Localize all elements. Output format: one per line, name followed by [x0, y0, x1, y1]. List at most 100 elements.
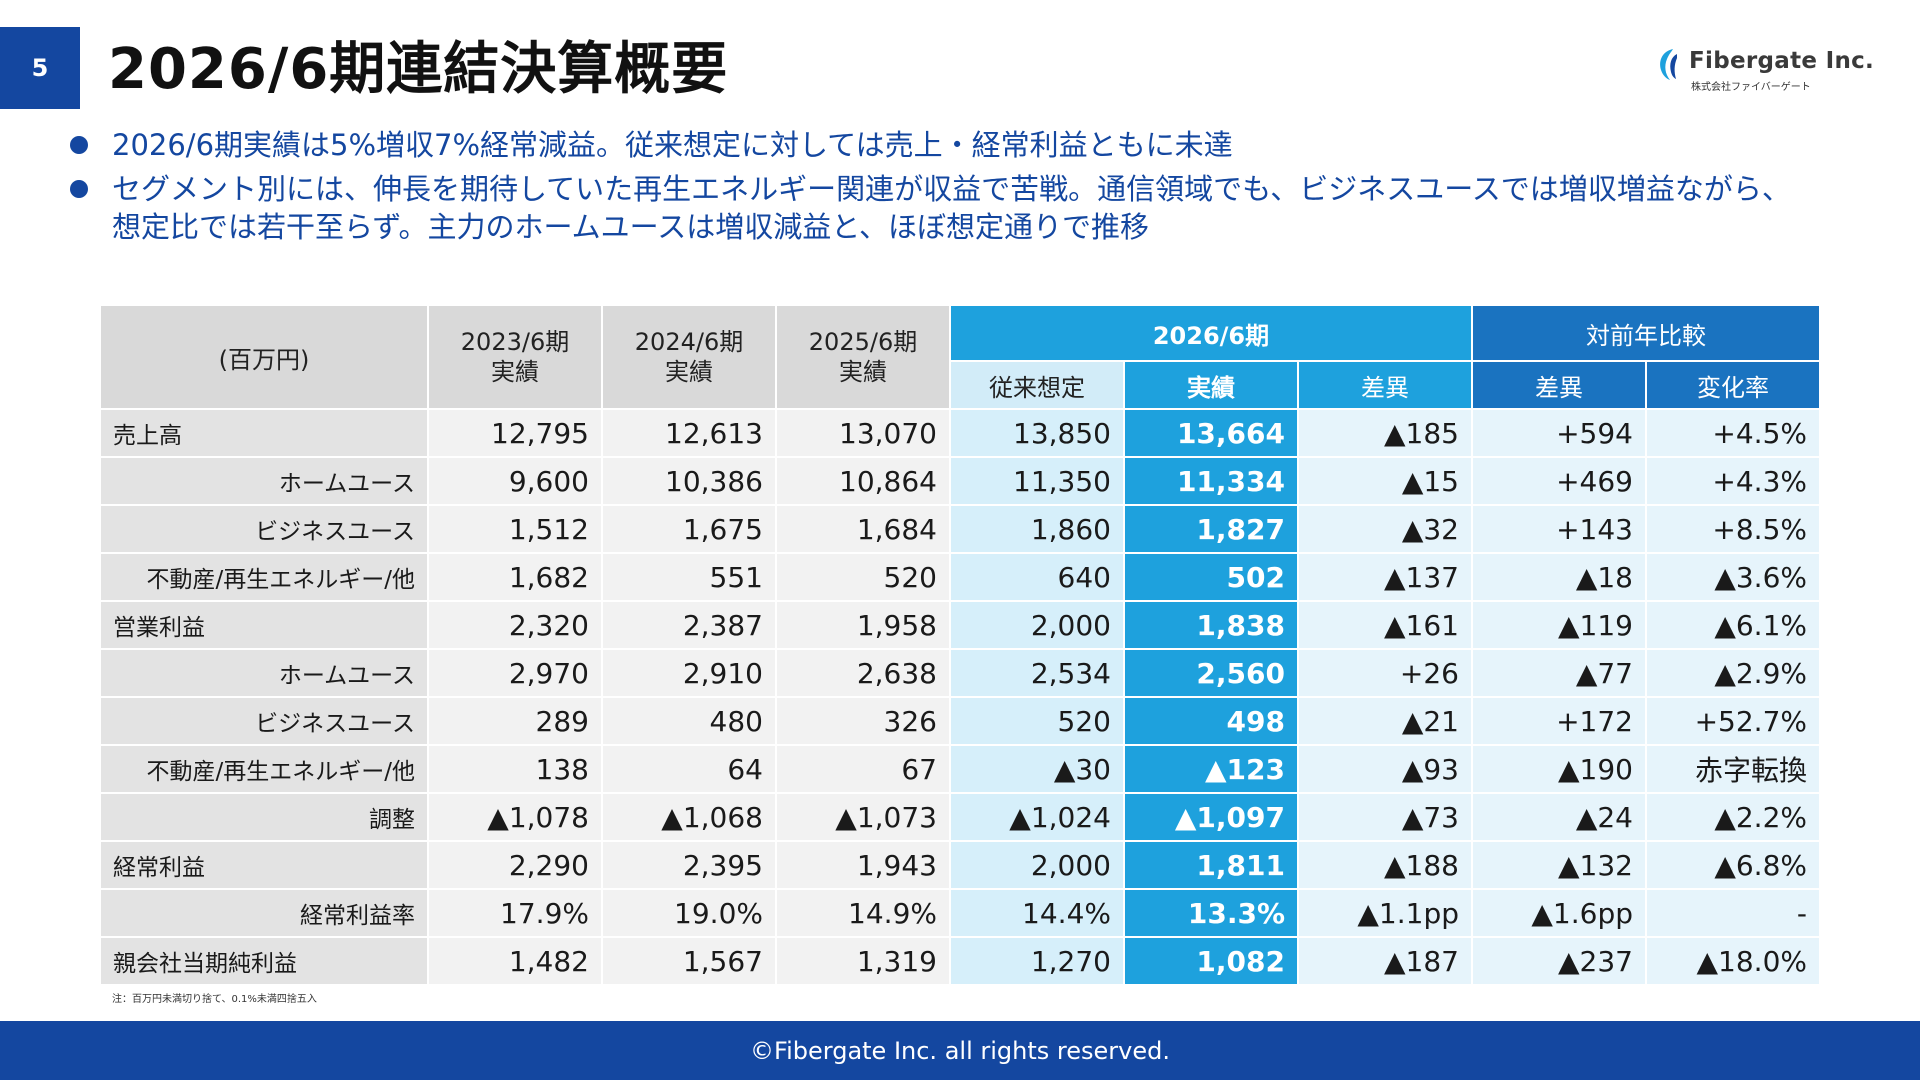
cell-diff: ▲187: [1299, 938, 1471, 984]
header-actual: 実績: [1125, 362, 1297, 408]
cell-yoy-rate: ▲2.9%: [1647, 650, 1819, 696]
cell-yoy-diff: ▲77: [1473, 650, 1645, 696]
cell-2025: 1,958: [777, 602, 949, 648]
row-label: 不動産/再生エネルギー/他: [101, 746, 427, 792]
bullet-text: 2026/6期実績は5%増収7%経常減益。従来想定に対しては売上・経常利益ともに…: [112, 128, 1233, 162]
cell-yoy-rate: +4.3%: [1647, 458, 1819, 504]
table-row: 不動産/再生エネルギー/他 138 64 67 ▲30 ▲123 ▲93 ▲190 赤字転換: [101, 746, 1819, 792]
header-kind: 実績: [665, 358, 713, 386]
cell-plan: 14.4%: [951, 890, 1123, 936]
cell-yoy-rate: ▲3.6%: [1647, 554, 1819, 600]
cell-2024: 10,386: [603, 458, 775, 504]
cell-2023: 12,795: [429, 410, 601, 456]
cell-yoy-diff: +594: [1473, 410, 1645, 456]
cell-plan: ▲30: [951, 746, 1123, 792]
table-row: 調整 ▲1,078 ▲1,068 ▲1,073 ▲1,024 ▲1,097 ▲73 ▲24 ▲2…: [101, 794, 1819, 840]
cell-plan: 640: [951, 554, 1123, 600]
bullet-item: セグメント別には、伸長を期待していた再生エネルギー関連が収益で苦戦。通信領域でも…: [70, 170, 1810, 246]
cell-actual: ▲1,097: [1125, 794, 1297, 840]
cell-diff: ▲93: [1299, 746, 1471, 792]
row-label: ビジネスユース: [101, 698, 427, 744]
cell-2024: 12,613: [603, 410, 775, 456]
cell-actual: 1,838: [1125, 602, 1297, 648]
cell-yoy-diff: ▲24: [1473, 794, 1645, 840]
header-yoy-rate: 変化率: [1647, 362, 1819, 408]
cell-2024: 2,395: [603, 842, 775, 888]
cell-2023: 138: [429, 746, 601, 792]
cell-2024: ▲1,068: [603, 794, 775, 840]
cell-diff: ▲32: [1299, 506, 1471, 552]
consolidated-results-table: (百万円) 2023/6期 実績 2024/6期 実績 2025/6期 実績 2…: [99, 304, 1821, 986]
cell-2025: 1,319: [777, 938, 949, 984]
header-diff: 差異: [1299, 362, 1471, 408]
cell-actual: 2,560: [1125, 650, 1297, 696]
header-kind: 実績: [491, 358, 539, 386]
cell-diff: ▲73: [1299, 794, 1471, 840]
cell-2025: 67: [777, 746, 949, 792]
table-body: 売上高 12,795 12,613 13,070 13,850 13,664 ▲185 +59…: [101, 410, 1819, 984]
cell-2023: 9,600: [429, 458, 601, 504]
cell-yoy-rate: ▲6.8%: [1647, 842, 1819, 888]
table-row: 親会社当期純利益 1,482 1,567 1,319 1,270 1,082 ▲187 ▲23…: [101, 938, 1819, 984]
cell-yoy-diff: ▲119: [1473, 602, 1645, 648]
cell-2023: 2,290: [429, 842, 601, 888]
cell-2024: 19.0%: [603, 890, 775, 936]
table-row: 経常利益率 17.9% 19.0% 14.9% 14.4% 13.3% ▲1.1pp ▲1.6…: [101, 890, 1819, 936]
row-label: 調整: [101, 794, 427, 840]
logo-subtitle: 株式会社ファイバーゲート: [1691, 82, 1811, 93]
cell-diff: ▲15: [1299, 458, 1471, 504]
table-row: ホームユース 2,970 2,910 2,638 2,534 2,560 +26 ▲77 ▲2.…: [101, 650, 1819, 696]
logo-wordmark: Fibergate Inc.: [1689, 48, 1875, 74]
page-number: 5: [31, 54, 49, 82]
header-2024: 2024/6期 実績: [603, 306, 775, 408]
cell-2024: 480: [603, 698, 775, 744]
cell-yoy-diff: +143: [1473, 506, 1645, 552]
cell-2023: 1,682: [429, 554, 601, 600]
header-yoy-diff: 差異: [1473, 362, 1645, 408]
cell-2025: 520: [777, 554, 949, 600]
cell-2023: 289: [429, 698, 601, 744]
header-period: 2023/6期: [460, 328, 570, 356]
footer-bar: ©Fibergate Inc. all rights reserved.: [0, 1021, 1920, 1080]
cell-yoy-rate: +8.5%: [1647, 506, 1819, 552]
cell-diff: ▲161: [1299, 602, 1471, 648]
cell-actual: 11,334: [1125, 458, 1297, 504]
cell-2023: 1,512: [429, 506, 601, 552]
table-row: 経常利益 2,290 2,395 1,943 2,000 1,811 ▲188 ▲132 ▲6.…: [101, 842, 1819, 888]
cell-diff: ▲188: [1299, 842, 1471, 888]
cell-2025: 1,943: [777, 842, 949, 888]
cell-2025: ▲1,073: [777, 794, 949, 840]
cell-yoy-rate: +52.7%: [1647, 698, 1819, 744]
row-label: 営業利益: [101, 602, 427, 648]
table-row: ホームユース 9,600 10,386 10,864 11,350 11,334 ▲15 +4…: [101, 458, 1819, 504]
cell-actual: 13,664: [1125, 410, 1297, 456]
header-2025: 2025/6期 実績: [777, 306, 949, 408]
cell-2024: 2,910: [603, 650, 775, 696]
bullet-item: 2026/6期実績は5%増収7%経常減益。従来想定に対しては売上・経常利益ともに…: [70, 126, 1810, 164]
row-label: 経常利益率: [101, 890, 427, 936]
cell-yoy-diff: ▲190: [1473, 746, 1645, 792]
cell-yoy-diff: ▲18: [1473, 554, 1645, 600]
summary-bullets: 2026/6期実績は5%増収7%経常減益。従来想定に対しては売上・経常利益ともに…: [70, 126, 1810, 252]
header-period: 2024/6期: [634, 328, 744, 356]
cell-2025: 1,684: [777, 506, 949, 552]
cell-yoy-rate: -: [1647, 890, 1819, 936]
cell-plan: 520: [951, 698, 1123, 744]
bullet-text: セグメント別には、伸長を期待していた再生エネルギー関連が収益で苦戦。通信領域でも…: [112, 172, 1791, 244]
bullet-dot-icon: [70, 180, 88, 198]
cell-plan: 2,534: [951, 650, 1123, 696]
fibergate-logo-mark-icon: [1660, 49, 1677, 80]
table-row: 営業利益 2,320 2,387 1,958 2,000 1,838 ▲161 ▲119 ▲6.…: [101, 602, 1819, 648]
cell-2025: 2,638: [777, 650, 949, 696]
cell-2024: 64: [603, 746, 775, 792]
header-group-yoy: 対前年比較: [1473, 306, 1819, 360]
row-label: 経常利益: [101, 842, 427, 888]
row-label: ビジネスユース: [101, 506, 427, 552]
cell-yoy-diff: +172: [1473, 698, 1645, 744]
header-2023: 2023/6期 実績: [429, 306, 601, 408]
header-kind: 実績: [839, 358, 887, 386]
cell-plan: 1,270: [951, 938, 1123, 984]
cell-yoy-rate: ▲18.0%: [1647, 938, 1819, 984]
page-number-badge: 5: [0, 27, 80, 109]
cell-yoy-rate: ▲6.1%: [1647, 602, 1819, 648]
